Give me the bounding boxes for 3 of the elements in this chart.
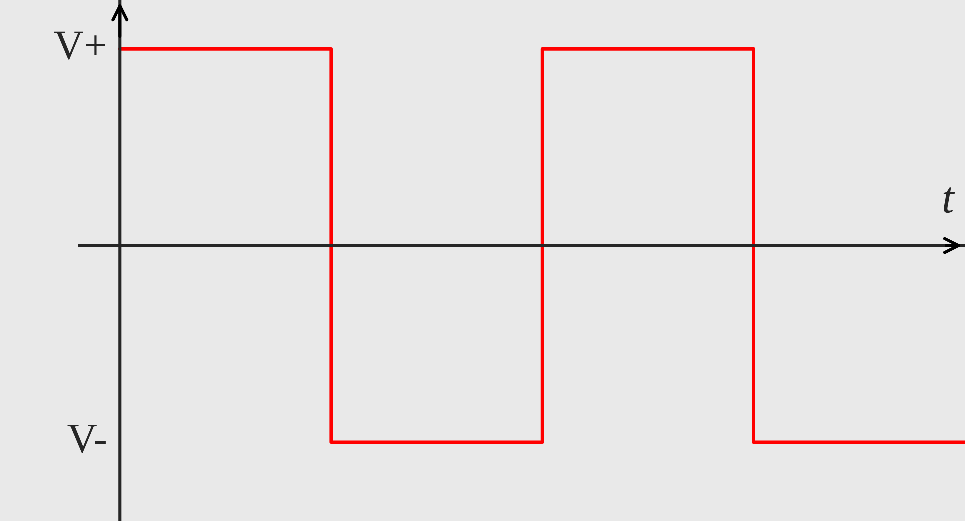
annotation: V+ [54, 32, 106, 60]
x-axis-title: t [944, 188, 956, 214]
annotation: V- [68, 425, 106, 454]
